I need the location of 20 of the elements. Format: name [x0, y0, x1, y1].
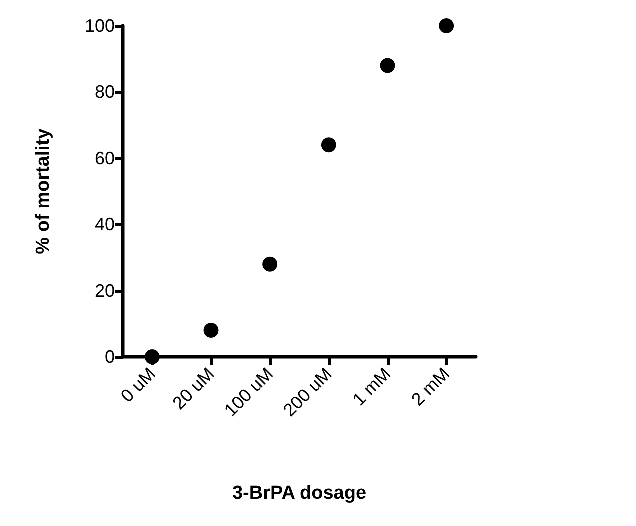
x-tick-label: 1 mM [348, 364, 395, 410]
x-tick-label: 0 uM [117, 364, 160, 406]
point [144, 350, 160, 364]
x-tick-label: 200 uM [279, 364, 336, 420]
y-tick-label: 60 [94, 148, 115, 168]
y-tick-label: 80 [94, 82, 115, 102]
x-axis-title: 3-BrPA dosage [232, 483, 367, 504]
y-tick-label: 40 [94, 214, 115, 235]
y-tick-label: 20 [94, 280, 115, 301]
y-axis-title: % of mortality [33, 128, 54, 254]
x-tick-label: 2 mM [408, 364, 454, 410]
point [321, 138, 336, 153]
y-tick-label: 100 [84, 16, 115, 36]
point [380, 58, 396, 74]
x-tick-label: 100 uM [220, 364, 278, 420]
y-tick-label: 0 [104, 347, 115, 367]
point [204, 323, 219, 338]
point [262, 256, 278, 272]
point [439, 18, 454, 34]
x-tick-label: 20 uM [168, 364, 218, 414]
